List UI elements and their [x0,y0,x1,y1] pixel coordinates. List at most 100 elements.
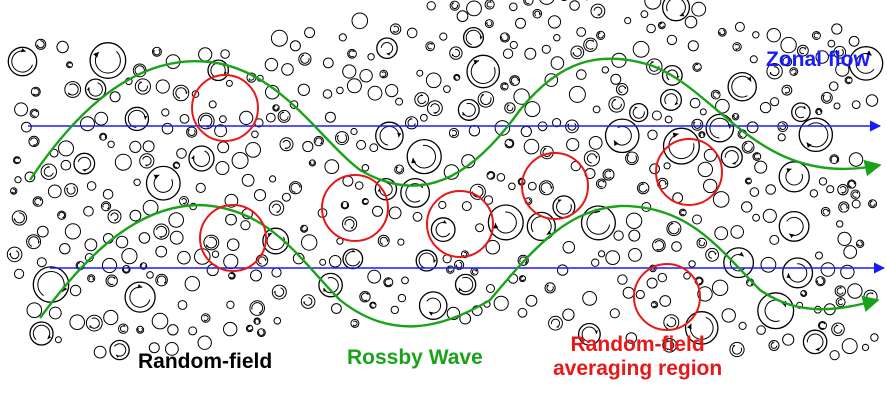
eddy-arrowhead [8,252,11,256]
eddy-rotation-arrow [770,342,778,349]
eddy-arrowhead [823,321,825,324]
eddy-circle [760,256,777,273]
eddy-rotation-arrow [652,302,657,308]
eddy-rotation-arrow [290,182,301,193]
eddy-arrowhead [353,324,356,327]
eddy-rotation-arrow [486,1,492,8]
eddy-circle [32,196,44,207]
eddy-circle [466,54,501,89]
eddy-circle [86,181,97,191]
eddy-circle [36,257,47,268]
eddy-arrowhead [104,136,107,139]
eddy-circle [625,151,639,166]
eddy-arrowhead [550,186,553,189]
eddy-circle [513,88,530,105]
eddy-circle [692,62,702,72]
eddy-circle [215,161,230,175]
eddy-circle [691,118,704,131]
zonal-flow-label: Zonal flow [766,48,870,71]
eddy-circle [165,342,179,356]
eddy-circle [715,98,730,114]
eddy-circle [628,229,641,242]
eddy-circle [547,15,562,29]
eddy-arrowhead [557,199,562,203]
eddy-arrowhead [47,335,52,339]
eddy-circle [833,102,841,110]
eddy-circle [211,250,220,258]
eddy-rotation-arrow [153,174,173,193]
eddy-circle [155,245,168,258]
eddy-circle [624,17,632,25]
eddy-circle [797,44,809,57]
eddy-circle [245,324,254,333]
eddy-circle [454,273,477,296]
eddy-circle [114,153,132,171]
eddy-arrowhead [430,42,433,45]
eddy-circle [105,274,118,287]
eddy-circle [657,21,666,30]
eddy-circle [270,29,288,47]
eddy-arrowhead [848,76,851,79]
eddy-rotation-arrow [323,277,339,294]
eddy-circle [831,322,845,337]
eddy-circle [815,251,823,260]
eddy-arrowhead [264,258,267,261]
eddy-circle [324,159,340,175]
eddy-arrowhead [13,218,16,221]
eddy-circle [161,122,174,135]
eddy-circle [752,152,762,161]
eddy-arrowhead [62,216,65,219]
eddy-arrowhead [653,306,656,309]
eddy-rotation-arrow [451,129,458,137]
eddy-circle [741,201,753,213]
eddy-circle [338,33,347,42]
eddy-arrowhead [352,49,355,52]
eddy-rotation-arrow [193,150,211,167]
eddy-arrowhead [624,87,627,90]
eddy-circle [208,100,217,109]
eddy-circle [73,152,96,175]
eddy-arrowhead [336,135,339,138]
eddy-circle [151,46,162,57]
eddy-circle [757,292,795,330]
eddy-circle [109,339,130,361]
eddy-arrowhead [682,209,685,212]
eddy-circle [527,181,537,191]
eddy-arrowhead [113,276,116,280]
eddy-circle [461,250,469,259]
eddy-circle [10,187,18,195]
eddy-circle [696,237,708,249]
eddy-arrowhead [143,115,148,120]
eddy-circle [837,231,852,246]
eddy-arrowhead [507,104,510,107]
eddy-circle [844,76,853,85]
eddy-circle [617,274,628,285]
eddy-arrowhead [820,110,823,113]
eddy-arrowhead [597,14,600,17]
eddy-circle [342,216,358,232]
eddy-arrowhead [718,31,721,34]
eddy-arrowhead [816,32,819,35]
eddy-circle [13,156,21,165]
eddy-arrowhead [732,345,736,348]
eddy-circle [139,262,148,270]
eddy-circle [517,307,528,318]
eddy-rotation-arrow [618,85,626,94]
eddy-circle [759,101,772,114]
eddy-rotation-arrow [550,318,561,328]
eddy-circle [800,290,808,297]
eddy-circle [483,195,494,205]
eddy-rotation-arrow [142,155,152,166]
eddy-rotation-arrow [534,10,541,17]
eddy-rotation-arrow [156,275,167,284]
eddy-rotation-arrow [501,83,507,90]
eddy-circle [289,40,301,52]
eddy-arrowhead [789,233,794,239]
eddy-circle [220,49,230,59]
eddy-circle [721,308,736,323]
eddy-circle [831,23,843,35]
eddy-circle [443,85,451,93]
eddy-circle [60,159,72,171]
eddy-circle [523,138,540,155]
eddy-arrowhead [660,22,663,24]
